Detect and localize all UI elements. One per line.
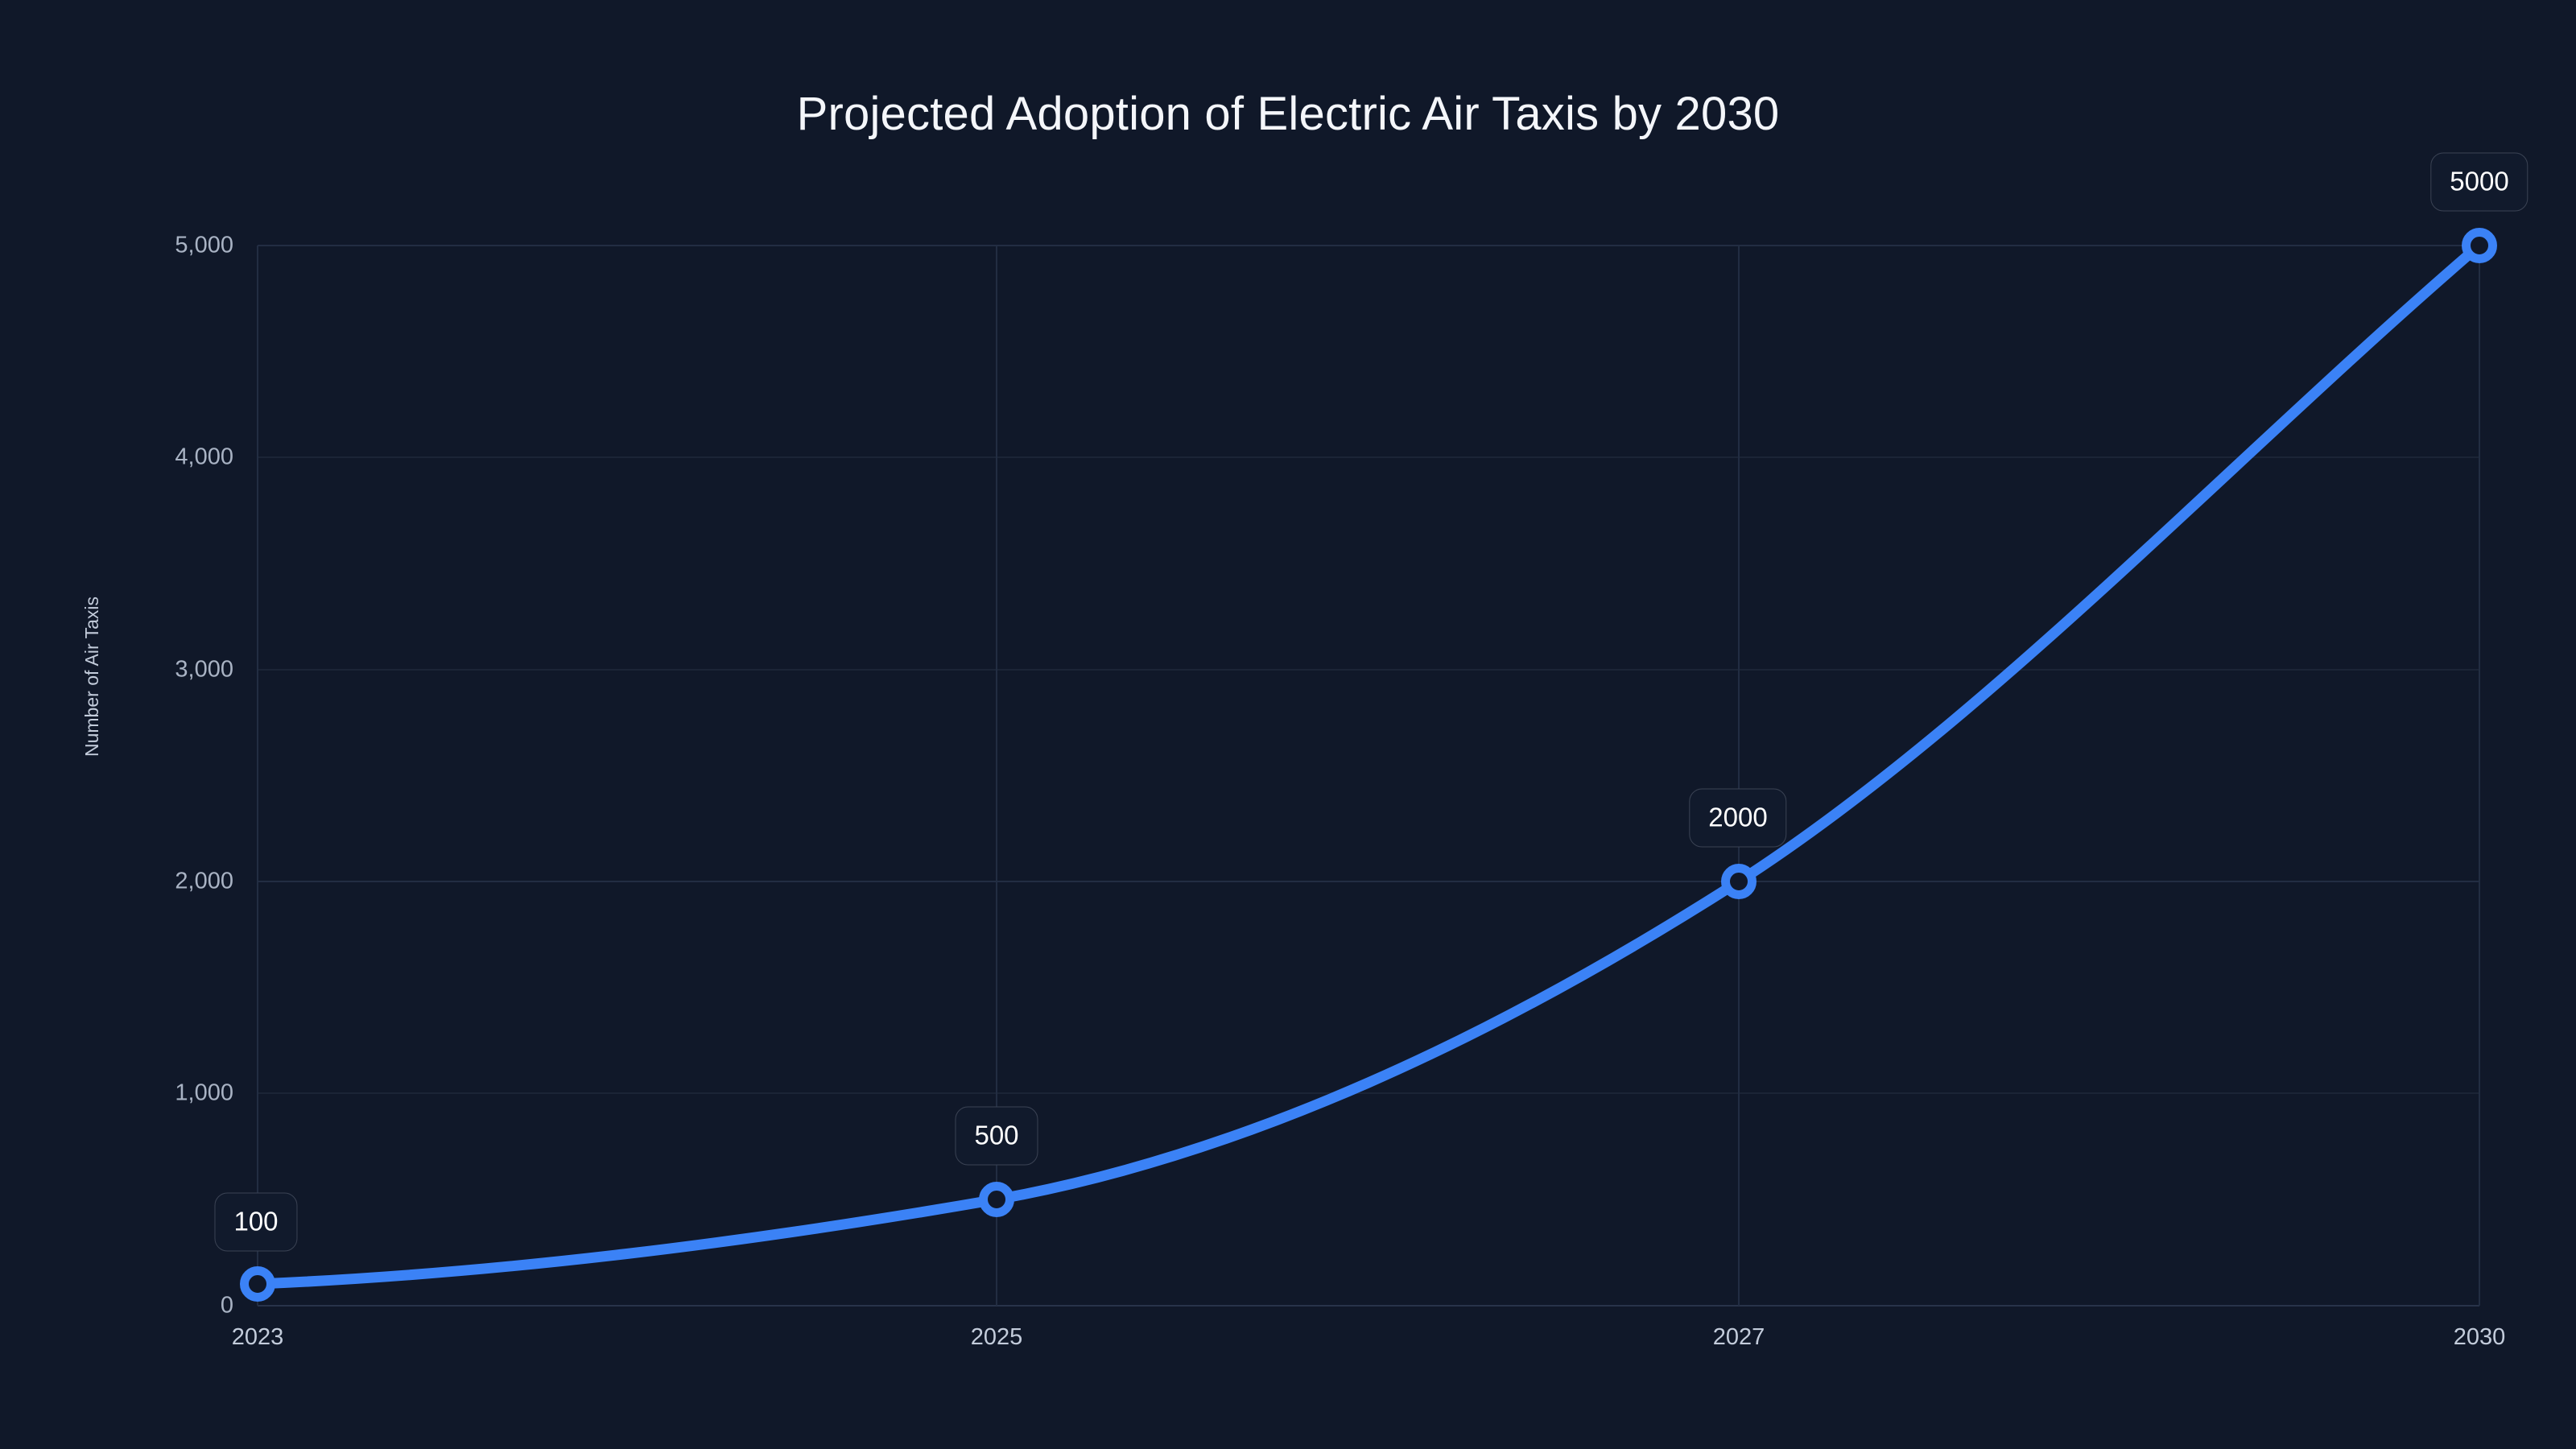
y-tick-label-0: 0 xyxy=(220,1292,233,1319)
y-tick-label-3000: 3,000 xyxy=(175,656,233,683)
data-point-markers xyxy=(240,228,2497,1302)
data-point-marker xyxy=(1721,864,1757,899)
y-tick-label-1000: 1,000 xyxy=(175,1080,233,1106)
data-label-badge-2025[interactable]: 500 xyxy=(955,1106,1038,1166)
data-line-series-1 xyxy=(252,240,2485,1290)
y-tick-label-5000: 5,000 xyxy=(175,232,233,258)
horizontal-gridlines xyxy=(258,245,2479,1307)
x-tick-label-2025: 2025 xyxy=(970,1324,1023,1350)
vertical-gridlines xyxy=(257,246,2480,1306)
chart-title: Projected Adoption of Electric Air Taxis… xyxy=(796,88,1780,140)
y-tick-label-4000: 4,000 xyxy=(175,444,233,470)
data-label-badge-2027[interactable]: 2000 xyxy=(1689,788,1787,848)
y-axis-title: Number of Air Taxis xyxy=(81,597,102,757)
data-label-badge-2030[interactable]: 5000 xyxy=(2430,152,2529,212)
data-label-badge-2023[interactable]: 100 xyxy=(214,1192,298,1252)
data-point-marker xyxy=(979,1182,1014,1217)
x-tick-label-2027: 2027 xyxy=(1712,1324,1765,1350)
x-tick-label-2023: 2023 xyxy=(231,1324,284,1350)
data-point-marker xyxy=(2462,228,2497,263)
x-tick-label-2030: 2030 xyxy=(2453,1324,2506,1350)
data-point-marker xyxy=(240,1266,275,1302)
y-tick-label-2000: 2,000 xyxy=(175,868,233,894)
